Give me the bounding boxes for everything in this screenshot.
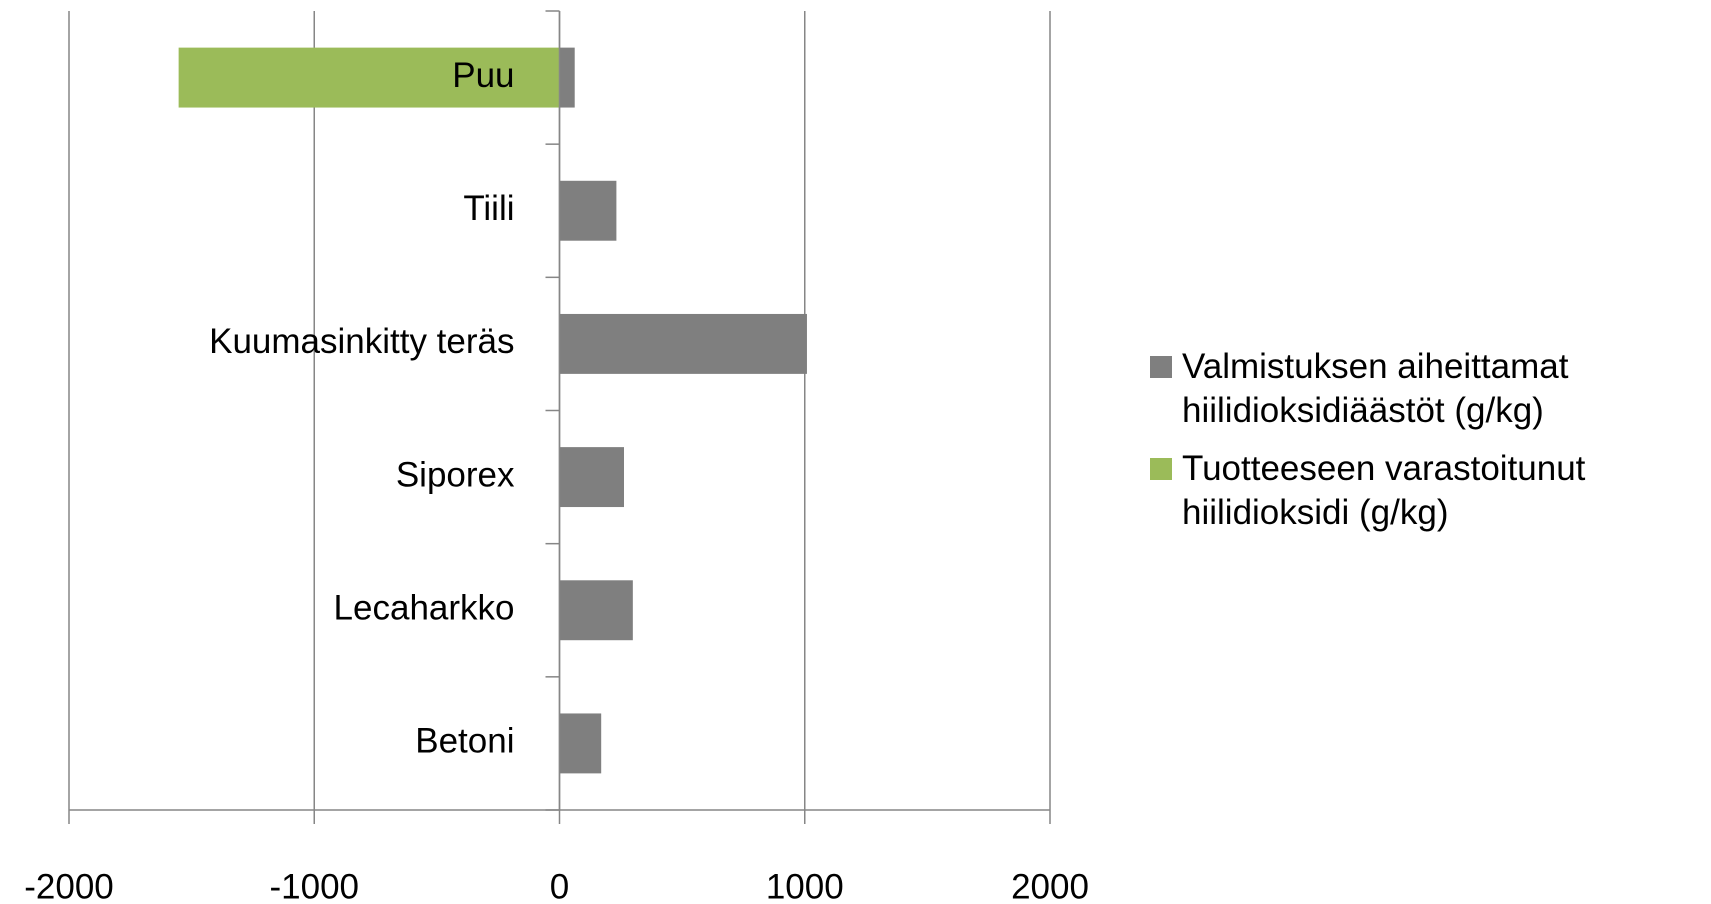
bar — [559, 180, 617, 241]
x-tick-label: 1000 — [766, 867, 844, 904]
legend-item: Valmistuksen aiheittamat hiilidioksidiää… — [1150, 345, 1670, 433]
bar — [559, 580, 633, 641]
bar — [559, 447, 625, 508]
x-tick-label: 0 — [550, 867, 569, 904]
x-tick-label: -2000 — [24, 867, 114, 904]
x-tick-label: 2000 — [1011, 867, 1089, 904]
bar — [559, 313, 807, 374]
y-tick-label: Betoni — [415, 722, 514, 761]
bar — [178, 47, 560, 108]
bar — [559, 713, 602, 774]
legend-swatch — [1150, 458, 1172, 480]
legend-swatch — [1150, 356, 1172, 378]
y-tick-label: Siporex — [396, 455, 515, 494]
y-tick-label: Lecaharkko — [334, 589, 515, 628]
legend-item: Tuotteeseen varastoitunut hiilidioksidi … — [1150, 447, 1670, 535]
y-tick-label: Puu — [452, 56, 514, 95]
y-tick-label: Tiili — [463, 189, 514, 228]
legend: Valmistuksen aiheittamat hiilidioksidiää… — [1150, 345, 1670, 549]
legend-label: Tuotteeseen varastoitunut hiilidioksidi … — [1182, 449, 1586, 532]
legend-label: Valmistuksen aiheittamat hiilidioksidiää… — [1182, 347, 1569, 430]
x-tick-label: -1000 — [269, 867, 359, 904]
y-tick-label: Kuumasinkitty teräs — [209, 322, 514, 361]
bar — [559, 47, 575, 108]
